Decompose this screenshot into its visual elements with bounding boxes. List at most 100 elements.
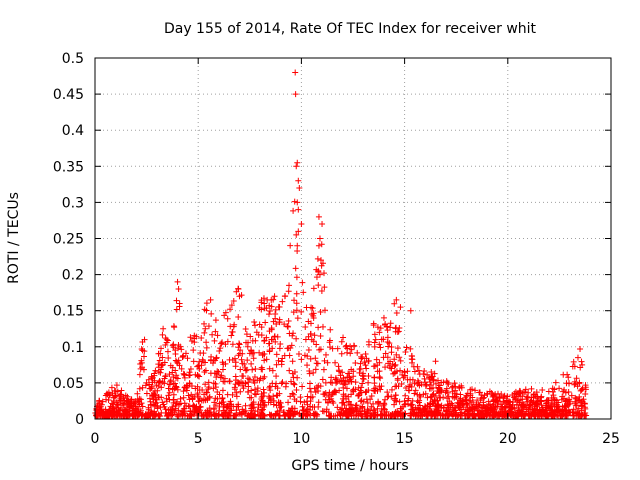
data-point: [371, 343, 378, 350]
data-point: [269, 336, 276, 343]
axis-ticks: [94, 57, 612, 420]
data-point: [231, 321, 238, 328]
data-point: [172, 357, 179, 364]
data-point: [456, 384, 463, 391]
data-point: [299, 413, 306, 420]
data-point: [279, 355, 286, 362]
data-point: [273, 373, 280, 380]
data-point: [362, 362, 369, 369]
data-point: [248, 347, 255, 354]
data-point: [180, 405, 187, 412]
data-point: [330, 400, 337, 407]
data-point: [385, 343, 392, 350]
data-point: [194, 363, 201, 370]
data-point: [236, 409, 243, 416]
data-point: [96, 398, 103, 405]
data-point: [540, 413, 547, 420]
data-point: [235, 352, 242, 359]
y-tick-label: 0.2: [62, 268, 84, 284]
data-point: [179, 411, 186, 418]
data-point: [380, 314, 387, 321]
data-point: [193, 403, 200, 410]
data-point: [233, 389, 240, 396]
data-point: [458, 409, 465, 416]
data-point: [393, 324, 400, 331]
data-point: [328, 374, 335, 381]
data-point: [182, 350, 189, 357]
data-point: [162, 372, 169, 379]
data-point: [147, 401, 154, 408]
data-point: [118, 391, 125, 398]
data-point: [325, 398, 332, 405]
data-point: [565, 374, 572, 381]
data-point: [376, 374, 383, 381]
data-point: [437, 394, 444, 401]
x-tick-label: 25: [602, 431, 620, 447]
data-point: [104, 409, 111, 416]
data-point: [577, 345, 584, 352]
data-point: [561, 412, 568, 419]
data-point: [272, 306, 279, 313]
data-point: [276, 407, 283, 414]
data-point: [260, 350, 267, 357]
data-point: [291, 410, 298, 417]
data-point: [273, 361, 280, 368]
data-point: [291, 297, 298, 304]
data-point: [416, 392, 423, 399]
data-point: [287, 242, 294, 249]
data-point: [159, 331, 166, 338]
data-point: [233, 393, 240, 400]
data-point: [578, 358, 585, 365]
data-point: [201, 306, 208, 313]
data-point: [146, 395, 153, 402]
data-point: [382, 350, 389, 357]
data-point: [526, 413, 533, 420]
data-point: [499, 411, 506, 418]
data-point: [245, 339, 252, 346]
data-point: [422, 408, 429, 415]
data-point: [371, 380, 378, 387]
data-point: [157, 378, 164, 385]
data-point: [376, 383, 383, 390]
data-point: [254, 377, 261, 384]
data-point: [409, 406, 416, 413]
data-point: [262, 319, 269, 326]
data-point: [153, 400, 160, 407]
data-point: [265, 340, 272, 347]
data-point: [201, 391, 208, 398]
data-point: [205, 323, 212, 330]
data-point: [400, 411, 407, 418]
data-point: [494, 397, 501, 404]
data-point: [306, 368, 313, 375]
data-point: [311, 332, 318, 339]
data-point: [232, 359, 239, 366]
data-point: [154, 402, 161, 409]
data-point: [393, 351, 400, 358]
x-tick-label: 10: [292, 431, 310, 447]
data-point: [336, 411, 343, 418]
data-point: [176, 362, 183, 369]
data-point: [566, 380, 573, 387]
data-point: [449, 383, 456, 390]
data-point: [219, 395, 226, 402]
data-point: [228, 302, 235, 309]
data-point: [539, 406, 546, 413]
data-point: [330, 413, 337, 420]
data-point: [579, 361, 586, 368]
data-point: [294, 242, 301, 249]
data-point: [197, 349, 204, 356]
data-point: [516, 389, 523, 396]
data-point: [320, 270, 327, 277]
data-point: [451, 390, 458, 397]
x-tick-label: 0: [91, 431, 100, 447]
data-point: [322, 351, 329, 358]
data-point: [213, 412, 220, 419]
x-tick-label: 15: [396, 431, 414, 447]
data-point: [310, 369, 317, 376]
data-point: [476, 402, 483, 409]
data-point: [337, 406, 344, 413]
data-point: [484, 391, 491, 398]
data-point: [163, 336, 170, 343]
data-point: [221, 401, 228, 408]
data-point: [224, 402, 231, 409]
